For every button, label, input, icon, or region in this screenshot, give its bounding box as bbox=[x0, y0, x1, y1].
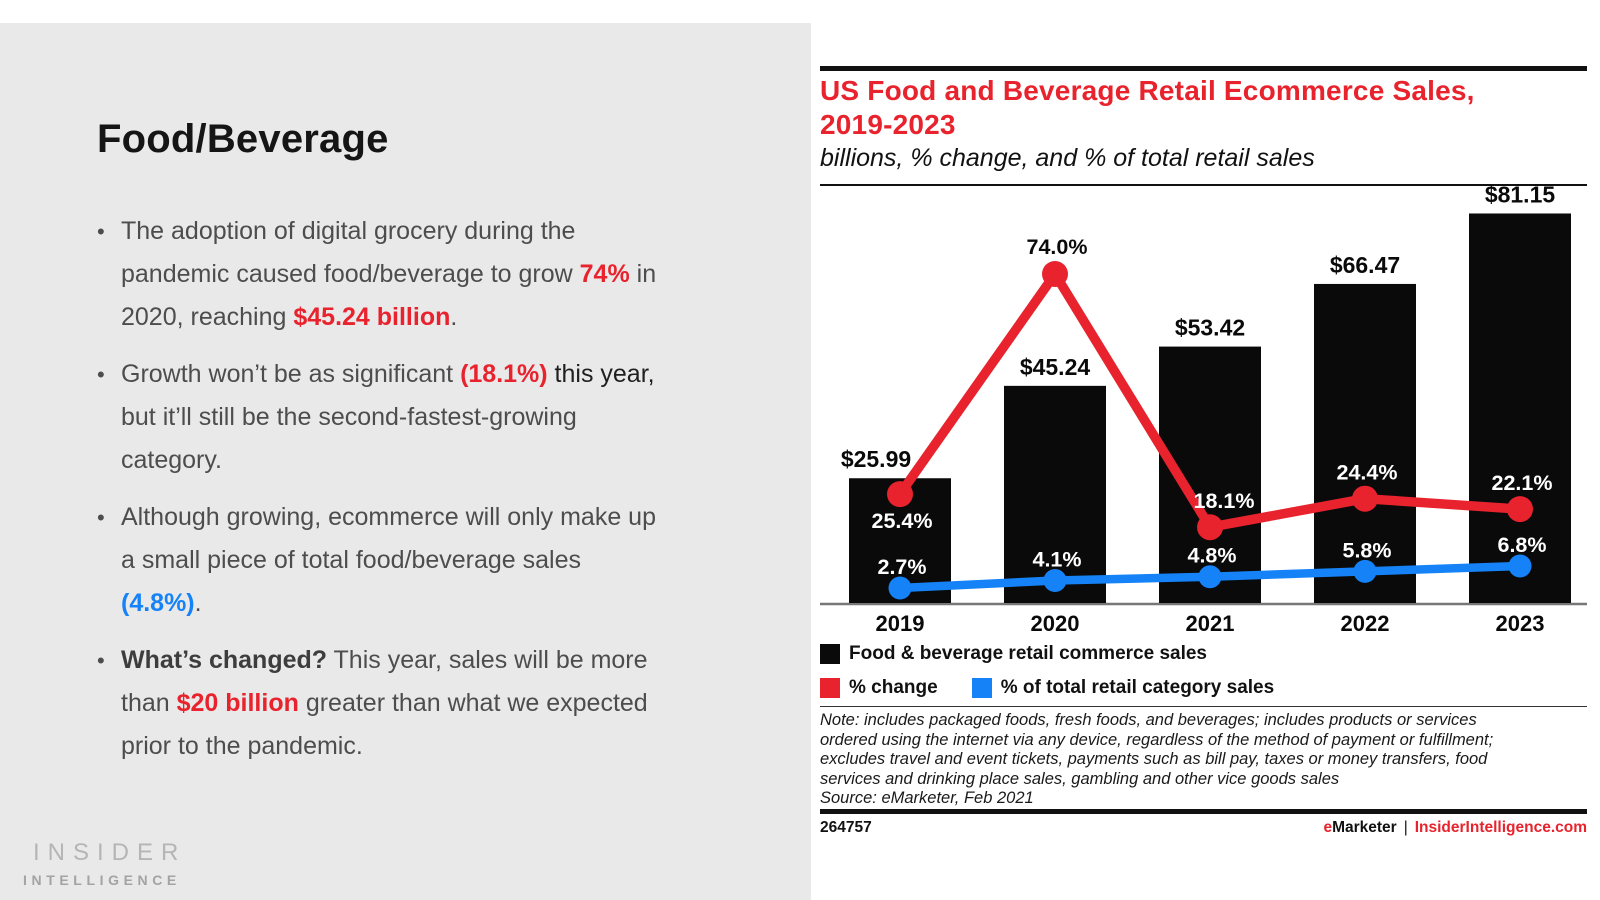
logo-insider-text: INSIDER bbox=[33, 839, 187, 866]
top-rule bbox=[820, 66, 1587, 71]
bullet-text-1: The adoption of digital grocery during t… bbox=[121, 210, 666, 339]
plot-svg: $25.99 $45.24 $53.42 $66.47 $81.15 25.4% 74.0%… bbox=[820, 181, 1587, 636]
source-line: Source: eMarketer, Feb 2021 bbox=[820, 789, 1034, 807]
text-segment: greater than what we expected prior to t… bbox=[121, 689, 648, 760]
note-line: Note: includes packaged foods, fresh foo… bbox=[820, 711, 1477, 729]
pct-change-point-2020 bbox=[1042, 261, 1068, 287]
bullet-item-1: • The adoption of digital grocery during… bbox=[97, 210, 677, 339]
text-segment: $20 billion bbox=[176, 689, 299, 717]
pct-of-total-swatch bbox=[971, 677, 992, 698]
x-axis-label-2023: 2023 bbox=[1496, 611, 1545, 636]
bullet-item-3: • Although growing, ecommerce will only … bbox=[97, 496, 677, 625]
text-segment: but it’ll still be the second-fastest-gr… bbox=[121, 403, 577, 474]
pct-total-label: 4.8% bbox=[1187, 544, 1236, 568]
x-axis-label-2022: 2022 bbox=[1341, 611, 1390, 636]
pct-change-point-2023 bbox=[1507, 496, 1533, 523]
pct-change-label: 18.1% bbox=[1194, 489, 1255, 513]
text-segment: . bbox=[450, 303, 458, 331]
pct-total-label: 4.1% bbox=[1032, 547, 1081, 571]
text-segment: This year, sales will be more than bbox=[121, 646, 648, 717]
bar-value-label: $66.47 bbox=[1330, 252, 1400, 278]
pct-total-label: 2.7% bbox=[877, 555, 926, 579]
bar-value-label: $45.24 bbox=[1020, 354, 1091, 380]
pct-total-label: 6.8% bbox=[1497, 533, 1546, 557]
bullet-list: • The adoption of digital grocery during… bbox=[97, 210, 677, 782]
pct-change-swatch bbox=[820, 677, 840, 698]
pct-total-point-2021 bbox=[1198, 565, 1222, 589]
bullet-item-4: • What’s changed? This year, sales will … bbox=[97, 639, 677, 768]
pct-change-label: 24.4% bbox=[1337, 461, 1398, 485]
bullet-text-2: Growth won’t be as significant (18.1%) t… bbox=[121, 353, 666, 482]
bullet-text-3: Although growing, ecommerce will only ma… bbox=[121, 496, 666, 625]
insider-intelligence-url: InsiderIntelligence.com bbox=[1414, 819, 1587, 836]
chart-title-line2: 2019-2023 bbox=[820, 109, 956, 140]
logo-intelligence-text: INTELLIGENCE bbox=[23, 872, 181, 888]
note-line: ordered using the internet via any devic… bbox=[820, 730, 1494, 749]
pct-total-point-2022 bbox=[1353, 559, 1377, 583]
chart-legend: Food & beverage retail commerce sales % … bbox=[820, 640, 1308, 708]
insider-intelligence-logo: INSIDER INTELLIGENCE bbox=[23, 839, 186, 888]
bullet-marker: • bbox=[97, 505, 105, 530]
emarketer-e: e bbox=[1323, 819, 1333, 836]
text-segment: 74% bbox=[579, 260, 630, 288]
subtitle-rule bbox=[820, 184, 1587, 186]
chart-note: Note: includes packaged foods, fresh foo… bbox=[820, 711, 1587, 809]
legend-label-pct-change: % change bbox=[849, 676, 938, 698]
bottom-rule bbox=[820, 809, 1587, 814]
text-segment: this year, bbox=[547, 360, 655, 388]
page-title: Food/Beverage bbox=[97, 117, 389, 161]
pct-change-label: 22.1% bbox=[1492, 471, 1553, 495]
pct-change-point-2021 bbox=[1197, 514, 1223, 541]
footer-brand: eMarketer | InsiderIntelligence.com bbox=[1323, 819, 1587, 837]
bullet-marker: • bbox=[97, 219, 105, 244]
text-segment: in 2020, reaching bbox=[121, 260, 657, 331]
text-segment: (4.8%) bbox=[121, 589, 195, 617]
text-segment: The adoption of digital grocery during t… bbox=[121, 217, 580, 288]
pct-total-label: 5.8% bbox=[1342, 538, 1391, 562]
text-segment: (18.1%) bbox=[460, 360, 548, 388]
pct-change-point-2022 bbox=[1352, 485, 1378, 512]
note-line: excludes travel and event tickets, payme… bbox=[820, 750, 1488, 768]
chart-id: 264757 bbox=[820, 819, 872, 836]
bar-series-swatch bbox=[820, 643, 840, 664]
bullet-text-4: What’s changed? This year, sales will be… bbox=[121, 639, 666, 768]
text-segment: What’s changed? bbox=[121, 646, 328, 674]
bar-2020 bbox=[1004, 385, 1106, 603]
bullet-item-2: • Growth won’t be as significant (18.1%)… bbox=[97, 353, 677, 482]
footer-separator: | bbox=[1403, 819, 1408, 836]
bar-2023 bbox=[1469, 213, 1571, 604]
text-segment: Although growing, ecommerce will only ma… bbox=[121, 503, 656, 574]
bullet-marker: • bbox=[97, 362, 105, 387]
pct-total-point-2023 bbox=[1508, 554, 1532, 578]
legend-row-2: % change % of total retail category sale… bbox=[820, 674, 1308, 701]
legend-row-1: Food & beverage retail commerce sales bbox=[820, 640, 1308, 667]
bar-value-label: $81.15 bbox=[1485, 181, 1556, 207]
chart-subtitle: billions, % change, and % of total retai… bbox=[820, 144, 1315, 172]
x-axis-label-2021: 2021 bbox=[1186, 611, 1235, 636]
chart-panel: US Food and Beverage Retail Ecommerce Sa… bbox=[820, 0, 1587, 900]
bar-2022 bbox=[1314, 283, 1416, 603]
pct-total-point-2020 bbox=[1043, 568, 1067, 592]
note-line: services and drinking place sales, gambl… bbox=[820, 769, 1340, 788]
legend-label-bars: Food & beverage retail commerce sales bbox=[849, 642, 1207, 664]
emarketer-rest: Marketer bbox=[1332, 819, 1397, 836]
pct-change-label: 25.4% bbox=[872, 509, 933, 533]
x-axis-label-2020: 2020 bbox=[1031, 611, 1080, 636]
bar-value-label: $53.42 bbox=[1175, 315, 1245, 341]
x-axis-label-2019: 2019 bbox=[876, 611, 925, 636]
chart-title-line1: US Food and Beverage Retail Ecommerce Sa… bbox=[820, 75, 1475, 106]
bar-value-label: $25.99 bbox=[841, 446, 911, 472]
text-segment: . bbox=[194, 589, 202, 617]
pct-change-label: 74.0% bbox=[1027, 235, 1088, 259]
bullet-marker: • bbox=[97, 648, 105, 673]
pct-total-point-2019 bbox=[888, 576, 912, 600]
pct-change-point-2019 bbox=[887, 481, 913, 508]
text-segment: $45.24 billion bbox=[293, 303, 451, 331]
left-summary-panel: Food/Beverage • The adoption of digital … bbox=[0, 23, 811, 900]
legend-label-pct-total: % of total retail category sales bbox=[1000, 676, 1275, 698]
note-rule bbox=[820, 706, 1587, 707]
chart-title: US Food and Beverage Retail Ecommerce Sa… bbox=[820, 74, 1475, 142]
text-segment: Growth won’t be as significant bbox=[121, 360, 461, 388]
